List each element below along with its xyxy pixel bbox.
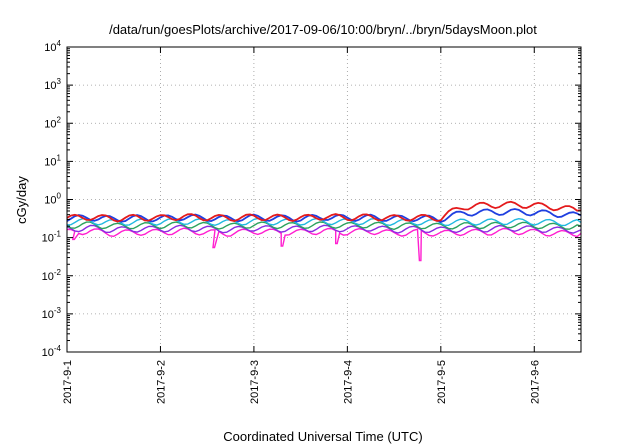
chart-title: /data/run/goesPlots/archive/2017-09-06/1… xyxy=(109,22,537,37)
series-line xyxy=(66,224,582,234)
series-line xyxy=(66,227,582,262)
x-tick-label: 2017-9-4 xyxy=(342,360,354,404)
x-axis-label: Coordinated Universal Time (UTC) xyxy=(223,429,422,444)
x-tick-label: 2017-9-5 xyxy=(436,360,448,404)
x-tick-label: 2017-9-2 xyxy=(155,360,167,404)
y-tick-label: 104 xyxy=(44,39,61,54)
series-lines xyxy=(66,200,582,262)
y-axis-label: cGy/day xyxy=(14,176,29,224)
y-axis: 10-4 10-3 10-2 10-1 100 101 102 103 104 xyxy=(42,39,581,359)
series-line xyxy=(66,200,582,223)
y-tick-label: 102 xyxy=(44,115,61,130)
y-tick-label: 103 xyxy=(44,77,61,92)
series-line xyxy=(66,217,582,227)
y-tick-label: 10-3 xyxy=(42,306,62,321)
x-axis: 2017-9-1 2017-9-2 2017-9-3 2017-9-4 2017-9-5… xyxy=(62,47,541,404)
x-tick-label: 2017-9-3 xyxy=(249,360,261,404)
y-tick-label: 101 xyxy=(44,153,61,168)
gridlines xyxy=(67,47,581,352)
y-tick-label: 10-1 xyxy=(42,230,62,245)
x-tick-label: 2017-9-1 xyxy=(62,360,74,404)
y-tick-label: 100 xyxy=(44,192,61,207)
y-tick-label: 10-4 xyxy=(42,344,62,359)
x-tick-label: 2017-9-6 xyxy=(529,360,541,404)
y-tick-label: 10-2 xyxy=(42,268,62,283)
